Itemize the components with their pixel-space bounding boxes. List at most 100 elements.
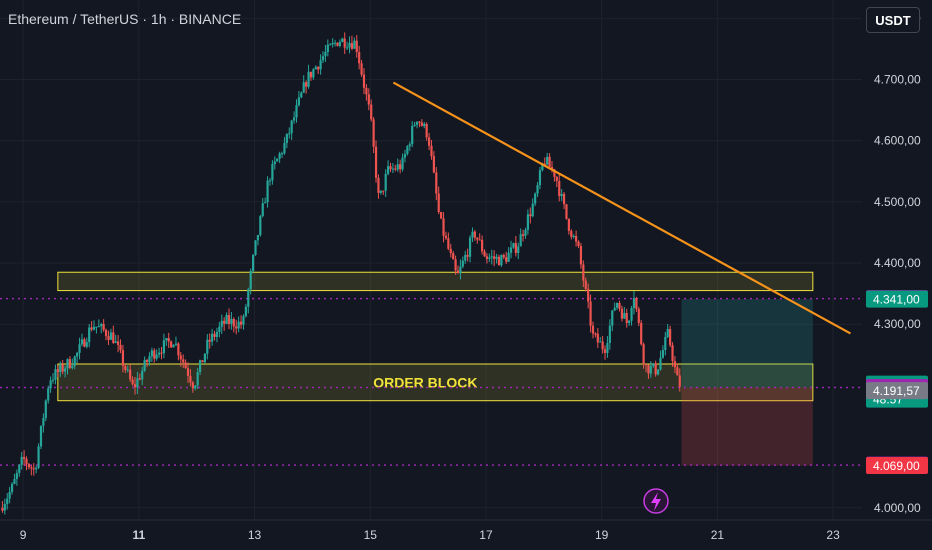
candle-body[interactable] [307, 71, 310, 87]
candle-body[interactable] [165, 338, 168, 341]
trendline-layer[interactable] [392, 81, 851, 335]
candle-body[interactable] [346, 47, 349, 49]
candle-body[interactable] [362, 74, 366, 88]
candle-body[interactable] [63, 368, 67, 372]
candle-body[interactable] [292, 117, 296, 121]
candle-body[interactable] [348, 43, 351, 48]
candle-body[interactable] [314, 66, 317, 70]
candle-body[interactable] [615, 302, 619, 308]
candle-body[interactable] [157, 352, 161, 355]
candle-body[interactable] [671, 345, 674, 362]
candle-body[interactable] [141, 370, 144, 380]
candle-body[interactable] [117, 341, 120, 345]
candle-body[interactable] [488, 257, 491, 259]
candle-body[interactable] [570, 230, 573, 237]
candle-body[interactable] [131, 379, 134, 385]
candle-body[interactable] [71, 365, 74, 368]
candle-body[interactable] [249, 270, 252, 290]
candle-body[interactable] [536, 185, 539, 194]
candle-body[interactable] [596, 333, 599, 343]
candle-body[interactable] [618, 302, 621, 309]
candle-body[interactable] [635, 298, 638, 309]
candle-body[interactable] [232, 318, 235, 327]
candle-body[interactable] [42, 418, 45, 426]
candle-body[interactable] [208, 339, 211, 342]
candle-body[interactable] [109, 332, 112, 340]
candle-body[interactable] [213, 333, 216, 337]
candle-body[interactable] [124, 365, 127, 371]
candle-body[interactable] [338, 41, 341, 46]
candle-body[interactable] [295, 105, 298, 118]
candle-body[interactable] [565, 204, 568, 219]
candle-body[interactable] [264, 202, 267, 204]
candle-body[interactable] [3, 504, 6, 511]
candle-body[interactable] [155, 354, 158, 359]
candle-body[interactable] [476, 237, 479, 240]
candle-body[interactable] [669, 329, 672, 346]
candle-body[interactable] [582, 264, 585, 281]
candle-body[interactable] [644, 364, 648, 366]
candle-body[interactable] [97, 326, 100, 328]
candle-body[interactable] [126, 369, 129, 371]
candle-body[interactable] [133, 384, 137, 388]
candle-body[interactable] [6, 498, 9, 505]
candle-body[interactable] [360, 63, 363, 75]
candle-body[interactable] [452, 253, 455, 260]
candle-body[interactable] [145, 360, 149, 363]
candle-body[interactable] [162, 340, 166, 354]
candle-body[interactable] [73, 356, 76, 366]
candle-body[interactable] [194, 385, 197, 389]
candle-body[interactable] [560, 193, 563, 197]
candle-body[interactable] [1, 507, 4, 511]
candle-body[interactable] [661, 350, 664, 358]
candle-body[interactable] [100, 324, 103, 327]
candle-body[interactable] [423, 123, 426, 126]
candle-body[interactable] [148, 356, 151, 363]
candle-body[interactable] [51, 379, 55, 381]
candle-body[interactable] [502, 255, 505, 258]
candle-body[interactable] [500, 255, 503, 266]
candle-body[interactable] [485, 256, 489, 259]
candle-body[interactable] [150, 350, 153, 357]
candle-body[interactable] [406, 146, 409, 155]
candle-body[interactable] [170, 341, 173, 348]
candle-body[interactable] [483, 251, 486, 257]
candle-body[interactable] [76, 352, 79, 357]
candle-body[interactable] [283, 143, 286, 154]
candle-body[interactable] [384, 173, 387, 191]
candle-body[interactable] [538, 170, 542, 186]
candle-body[interactable] [37, 446, 40, 468]
candle-body[interactable] [59, 364, 62, 372]
candle-body[interactable] [276, 158, 279, 162]
candle-body[interactable] [649, 366, 652, 374]
candle-body[interactable] [623, 313, 626, 319]
candle-body[interactable] [367, 94, 370, 105]
candle-body[interactable] [88, 327, 91, 343]
candle-body[interactable] [425, 123, 428, 138]
candle-body[interactable] [625, 313, 628, 323]
candle-body[interactable] [319, 60, 322, 70]
candle-body[interactable] [608, 325, 611, 344]
candle-body[interactable] [599, 341, 602, 343]
candle-body[interactable] [468, 237, 472, 257]
candle-body[interactable] [196, 372, 199, 386]
candle-body[interactable] [519, 234, 522, 247]
candle-body[interactable] [432, 156, 435, 173]
candle-body[interactable] [15, 472, 18, 479]
candle-body[interactable] [575, 235, 578, 242]
candle-body[interactable] [353, 40, 356, 49]
candle-body[interactable] [54, 369, 57, 380]
currency-button[interactable]: USDT [866, 7, 920, 33]
candle-body[interactable] [459, 266, 462, 274]
candle-body[interactable] [184, 362, 187, 369]
candle-body[interactable] [223, 320, 226, 324]
candle-body[interactable] [25, 458, 28, 465]
candle-body[interactable] [44, 400, 47, 419]
candle-body[interactable] [247, 289, 250, 307]
candle-body[interactable] [309, 71, 313, 78]
candle-body[interactable] [239, 321, 243, 325]
candle-body[interactable] [160, 352, 163, 354]
candle-body[interactable] [83, 339, 86, 347]
candle-body[interactable] [374, 146, 378, 178]
candle-body[interactable] [333, 42, 337, 44]
